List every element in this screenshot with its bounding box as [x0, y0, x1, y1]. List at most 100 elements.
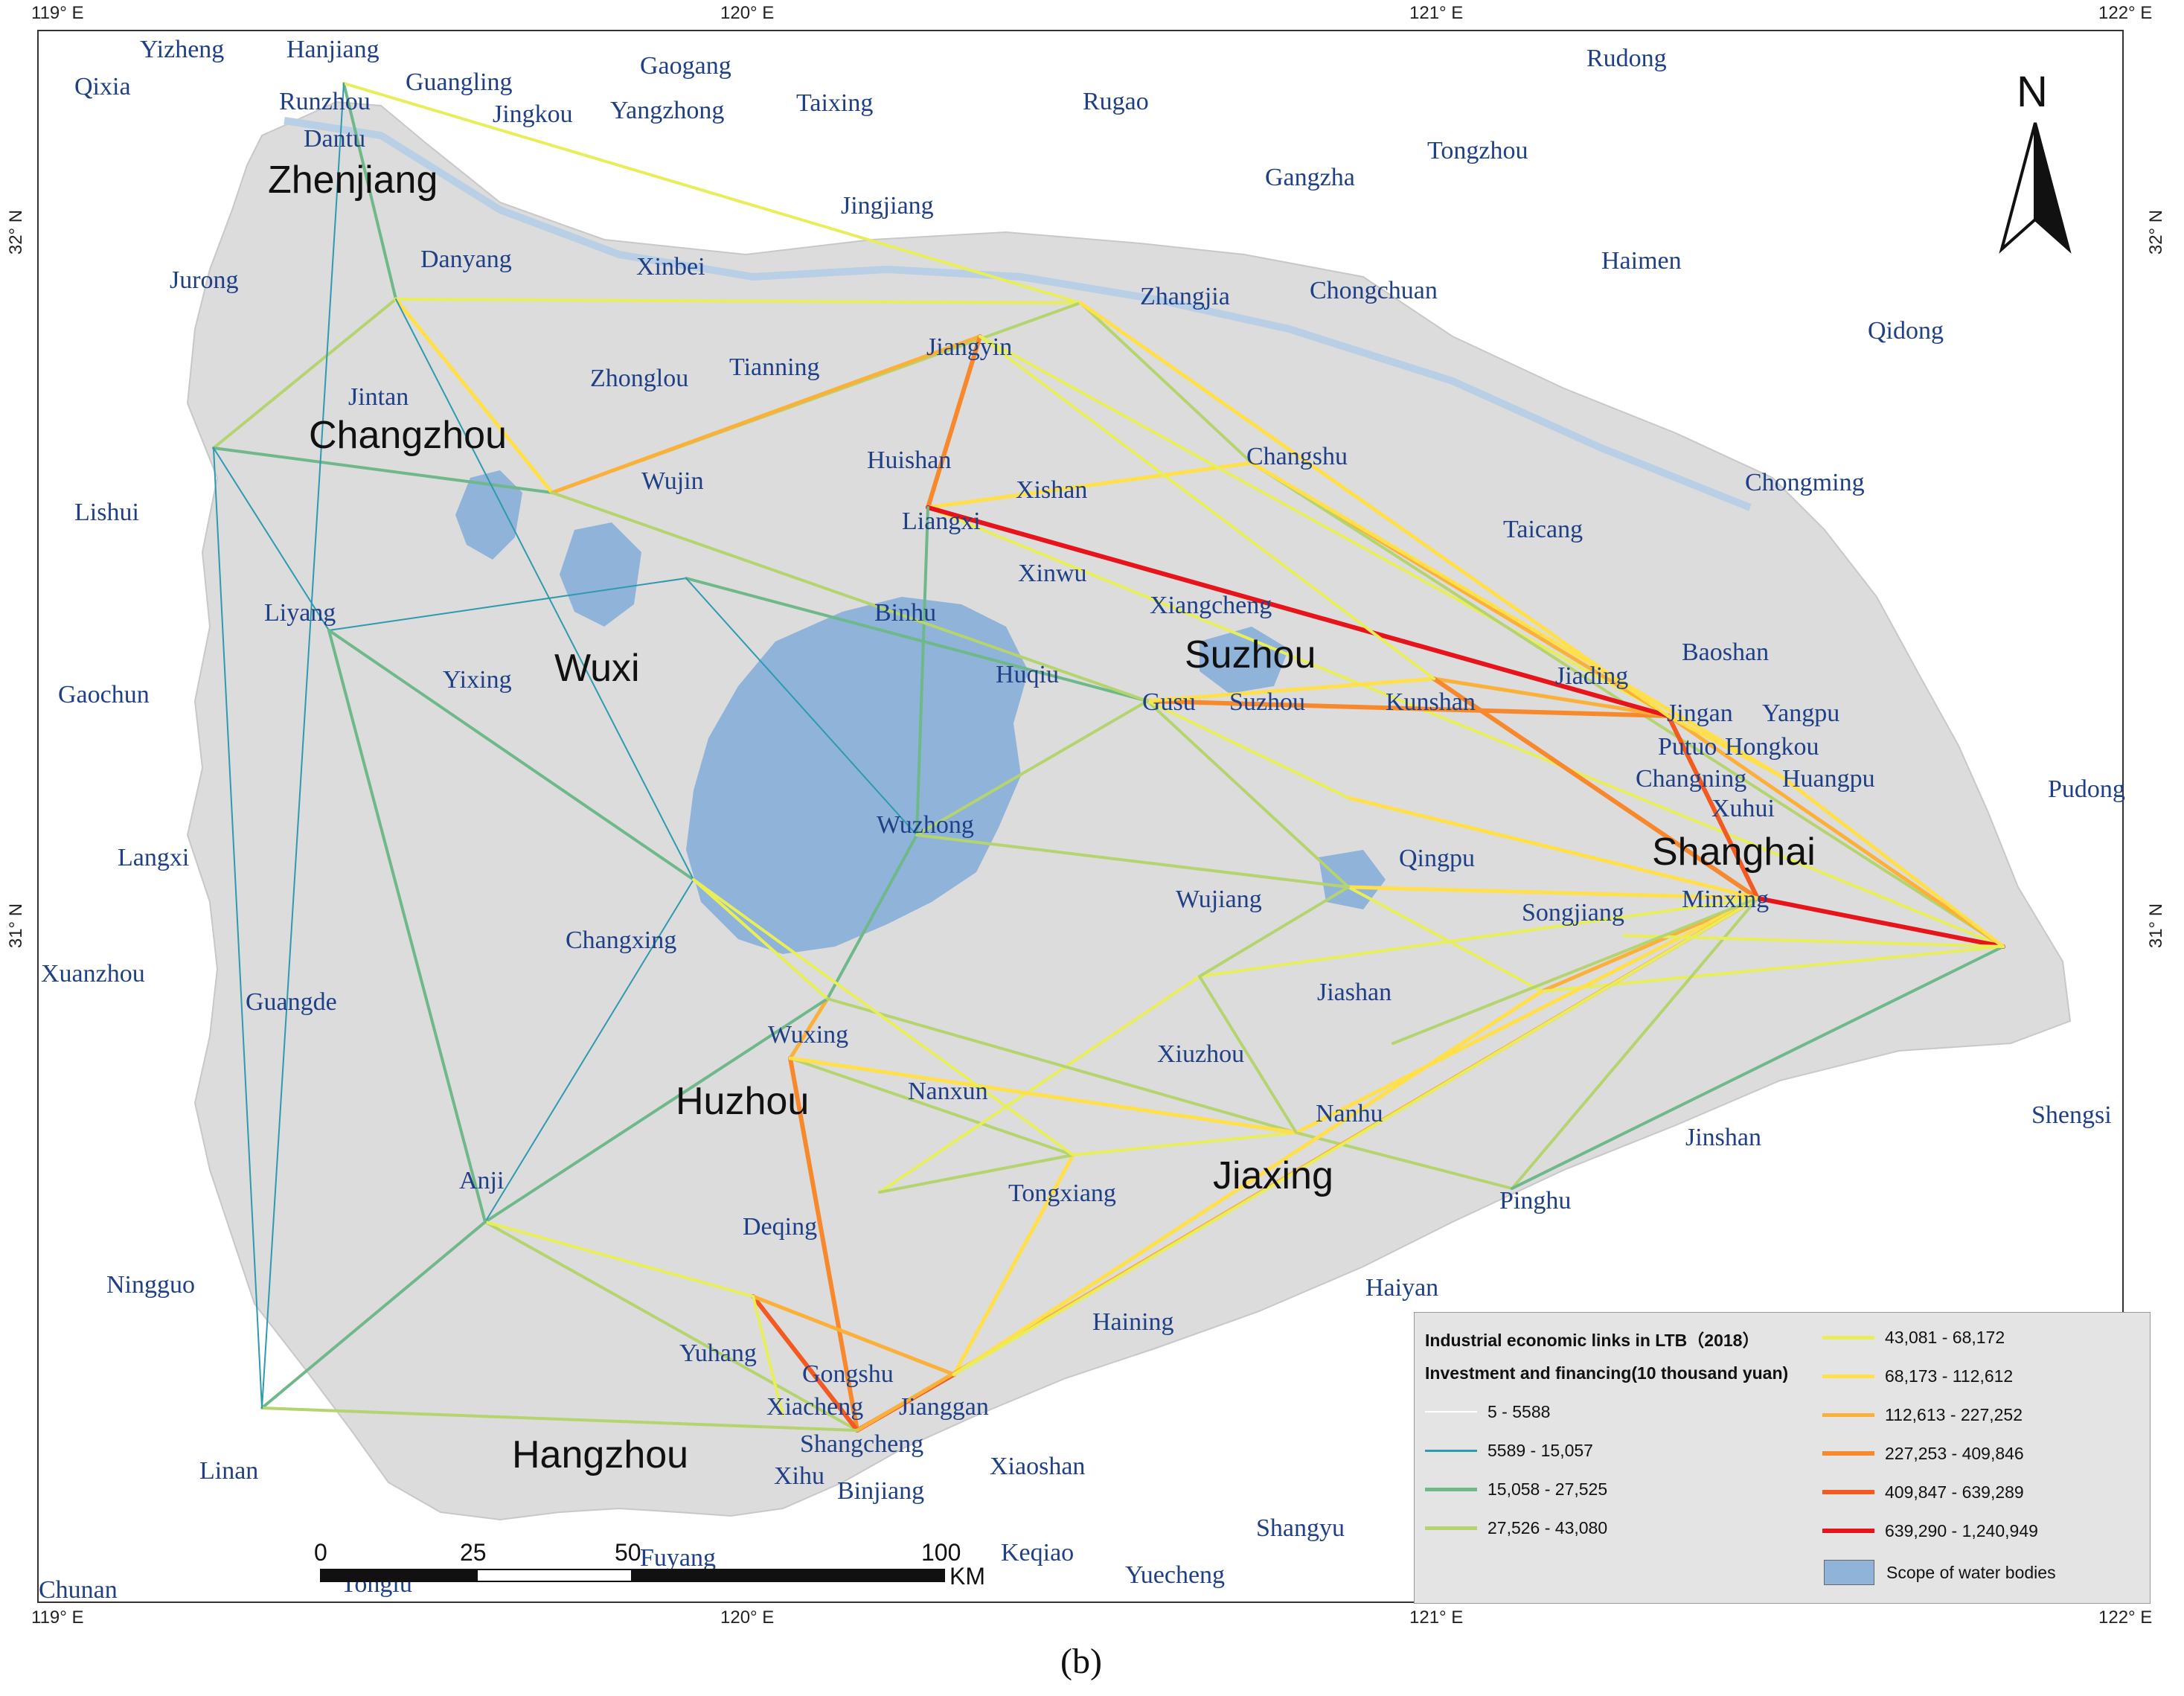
link-line	[213, 447, 330, 631]
link-line	[788, 1056, 859, 1433]
link-line	[1249, 461, 1782, 778]
city-label: Suzhou	[1229, 688, 1305, 716]
north-arrow-icon	[1999, 122, 2072, 254]
legend-label: 27,526 - 43,080	[1488, 1517, 1608, 1537]
city-label: Tongzhou	[1427, 137, 1528, 164]
link-line	[327, 629, 487, 1223]
city-label: Changning	[1636, 765, 1747, 793]
legend-label: Scope of water bodies	[1886, 1562, 2056, 1582]
city-label: Jiashan	[1317, 979, 1392, 1006]
link-line	[1432, 676, 1760, 900]
city-label: Songjiang	[1522, 899, 1624, 927]
link-line	[1295, 1131, 1514, 1190]
link-line	[926, 506, 2005, 948]
legend-swatch	[1425, 1526, 1477, 1530]
scale-tick-label: 25	[460, 1539, 487, 1566]
city-label: Shangcheng	[800, 1430, 924, 1458]
link-line	[484, 1220, 859, 1432]
legend-item: 227,253 - 409,846	[1822, 1442, 2024, 1465]
city-label: Zhangjia	[1140, 283, 1230, 310]
city-label: Xuhui	[1711, 795, 1775, 822]
city-label: Keqiao	[1001, 1539, 1075, 1567]
link-line	[692, 878, 829, 1000]
lon-tick-121-bottom: 121° E	[1409, 1607, 1464, 1628]
link-line	[1666, 714, 1782, 778]
lat-tick-32-right: 32° N	[2146, 209, 2167, 255]
city-label: Jingkou	[493, 100, 573, 128]
network-links	[212, 82, 2005, 1433]
major-city-label: Wuxi	[554, 647, 640, 690]
taihu-lake	[686, 597, 1028, 954]
city-label: Jurong	[170, 266, 239, 294]
city-label: Haimen	[1601, 247, 1682, 275]
major-city-label: Zhenjiang	[268, 159, 438, 202]
link-line	[1666, 714, 1760, 900]
city-label: Runzhou	[279, 88, 371, 115]
legend-item: 409,847 - 639,289	[1822, 1481, 2024, 1503]
city-label: Xinwu	[1018, 560, 1087, 587]
lon-tick-120-top: 120° E	[720, 3, 775, 23]
city-label: Changxing	[566, 927, 677, 954]
city-label: Danyang	[420, 246, 512, 273]
link-line	[915, 833, 1350, 889]
lon-tick-122-top: 122° E	[2098, 3, 2153, 23]
link-line	[260, 1220, 487, 1409]
water-swatch	[1824, 1560, 1874, 1585]
city-label: Nanxun	[908, 1078, 988, 1105]
link-line	[1432, 676, 1671, 718]
city-label: Wujiang	[1176, 886, 1262, 913]
city-label: Binhu	[874, 599, 937, 627]
city-label: Hongkou	[1725, 733, 1819, 761]
legend-item: 27,526 - 43,080	[1425, 1517, 1607, 1539]
link-line	[1079, 301, 1253, 464]
legend-swatch	[1822, 1412, 1874, 1417]
legend-item: 639,290 - 1,240,949	[1822, 1520, 2038, 1542]
legend-label: 639,290 - 1,240,949	[1885, 1520, 2038, 1540]
link-line	[878, 1153, 1075, 1194]
link-line	[826, 833, 918, 1000]
legend-swatch	[1822, 1374, 1874, 1378]
city-label: Gangzha	[1265, 164, 1355, 191]
city-label: Haining	[1092, 1308, 1174, 1336]
legend-swatch	[1822, 1529, 1874, 1533]
city-label: Fuyang	[640, 1544, 716, 1572]
study-area-land	[186, 100, 2072, 1521]
city-label: Xinbei	[636, 253, 705, 281]
gehu-lake	[455, 470, 522, 560]
city-label: Linan	[199, 1457, 259, 1485]
north-letter: N	[2017, 68, 2048, 116]
link-line	[1346, 796, 1760, 900]
legend-label: 68,173 - 112,612	[1885, 1366, 2014, 1386]
city-label: Liyang	[264, 599, 336, 627]
city-label: Yangzhong	[610, 97, 725, 124]
legend-item: 5 - 5588	[1425, 1401, 1550, 1423]
city-label: Lishui	[74, 499, 139, 526]
scale-segment	[320, 1569, 476, 1582]
city-label: Qixia	[74, 73, 131, 100]
link-line	[1622, 934, 2005, 948]
city-label: Xiaoshan	[990, 1453, 1086, 1480]
city-label: Jiading	[1555, 662, 1629, 690]
city-label: Hanjiang	[286, 36, 380, 63]
legend-subtitle: Investment and financing(10 thousand yua…	[1425, 1363, 1789, 1383]
city-label: Xiuzhou	[1157, 1040, 1245, 1068]
link-line	[327, 629, 695, 881]
map-canvas	[186, 82, 2072, 1521]
changdang-lake	[560, 522, 641, 627]
link-line	[752, 1295, 784, 1417]
link-line	[751, 1294, 956, 1377]
link-line	[484, 879, 694, 1223]
link-line	[926, 505, 1671, 718]
link-line	[979, 335, 1435, 680]
city-label: Dantu	[304, 125, 366, 153]
city-label: Minxing	[1682, 886, 1770, 913]
link-line	[789, 1057, 1075, 1156]
city-label: Wuxing	[768, 1021, 849, 1049]
link-line	[1146, 700, 1350, 799]
city-label: Gaogang	[640, 52, 731, 80]
yangcheng-lake	[1200, 627, 1289, 694]
city-label: Deqing	[743, 1213, 818, 1241]
city-label: Chongming	[1745, 469, 1865, 496]
link-line	[1078, 301, 1671, 718]
city-label: Pinghu	[1499, 1187, 1572, 1215]
